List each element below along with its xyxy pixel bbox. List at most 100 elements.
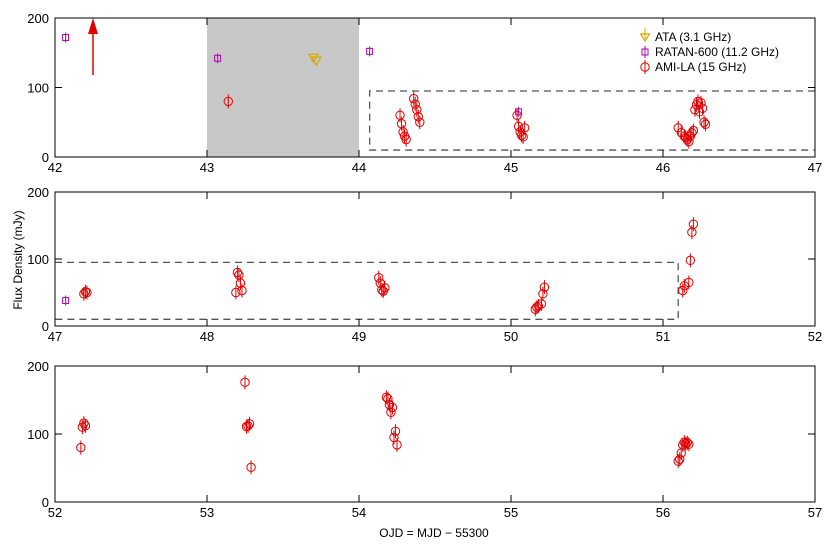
ami-point [240,377,250,388]
ami-point [700,119,711,130]
ami-point [231,287,241,298]
ami-point [675,454,685,464]
ami-point [380,283,390,293]
ami-point [696,98,706,108]
y-tick-label: 100 [27,252,49,267]
ami-point [235,278,246,288]
panel-2: 47 48 49 50 51 52 0 100 200 [27,185,822,344]
ami-point [386,407,396,417]
legend: ATA (3.1 GHz)RATAN-600 (11.2 GHz)AMI-LA … [639,28,779,74]
dashed-selection-box [55,261,679,320]
ami-point [415,117,425,127]
ami-point [688,219,699,229]
ratan-point [62,33,70,41]
ami-point [410,99,420,109]
ami-point [699,117,709,127]
panel-1: 42 43 44 45 46 47 0 100 200 [27,11,822,175]
plot-frame [54,191,816,327]
ami-point [244,419,255,429]
legend-item-ami: AMI-LA (15 GHz) [640,60,746,74]
ami-point [682,438,693,448]
ami-point [413,111,423,122]
x-tick-label: 52 [808,329,822,344]
x-tick-label: 49 [352,329,366,344]
ami-point [684,277,694,288]
ami-point [82,287,92,298]
legend-marker-triangle [639,33,651,43]
ami-point [687,127,697,138]
legend-item-ata: ATA (3.1 GHz) [639,28,731,44]
ata-point [307,53,319,64]
y-tick-label: 100 [27,427,49,442]
ami-point [518,132,528,142]
x-tick-label: 42 [48,160,62,175]
ami-point [684,137,694,147]
ami-point [539,282,550,292]
ami-point [519,123,530,133]
ami-point [390,426,401,436]
ami-point [243,421,253,431]
ami-point [678,285,688,296]
x-tick-label: 45 [504,160,518,175]
x-tick-label: 46 [656,160,670,175]
ami-point [387,402,398,413]
ami-point [384,400,395,410]
ami-point [533,301,544,311]
ami-point [697,103,708,114]
x-tick-label: 47 [48,329,62,344]
ami-point [673,123,683,133]
y-tick-label: 0 [42,319,49,334]
y-tick-label: 0 [42,150,49,165]
legend-label: RATAN-600 (11.2 GHz) [655,45,779,59]
ami-point [530,304,541,314]
x-tick-label: 50 [504,329,518,344]
ami-point [513,121,524,132]
x-tick-label: 54 [352,505,366,520]
ami-point [383,393,393,404]
ami-point [685,255,696,266]
y-tick-label: 0 [42,495,49,510]
ami-point [688,125,699,136]
x-tick-label: 47 [808,160,822,175]
legend-marker-square [641,48,649,56]
panel-3: 52 53 54 55 56 57 0 100 200 [27,359,822,520]
dashed-selection-box [368,90,815,151]
x-tick-label: 55 [504,505,518,520]
ami-point [246,462,256,473]
ami-point [392,440,402,450]
x-tick-label: 48 [200,329,214,344]
ata-point [310,56,322,67]
ami-point [409,93,419,104]
x-tick-label: 52 [48,505,62,520]
ami-point [536,299,547,309]
x-tick-label: 51 [656,329,670,344]
upper-limit-arrowhead [88,18,98,34]
x-tick-label: 57 [808,505,822,520]
plot-frame [54,365,816,503]
ami-point [538,289,548,299]
ami-point [684,439,694,449]
ratan-point [366,47,374,55]
ami-point [401,134,411,145]
x-tick-label: 43 [200,160,214,175]
ami-point [412,105,422,115]
ami-point [223,96,233,107]
y-tick-label: 200 [27,359,49,374]
x-tick-label: 53 [200,505,214,520]
legend-label: ATA (3.1 GHz) [655,30,731,44]
ratan-point [214,54,222,62]
x-tick-label: 56 [656,505,670,520]
ami-point [694,107,705,117]
ami-point [377,285,387,295]
shaded-region [207,18,359,157]
y-axis-label: Flux Density (mJy) [11,210,25,309]
ratan-point [62,297,70,305]
ami-point [232,267,243,278]
legend-label: AMI-LA (15 GHz) [655,60,746,74]
y-tick-label: 200 [27,11,49,26]
x-tick-label: 44 [352,160,366,175]
y-tick-label: 100 [27,81,49,96]
x-axis-label: OJD = MJD − 55300 [379,526,489,540]
